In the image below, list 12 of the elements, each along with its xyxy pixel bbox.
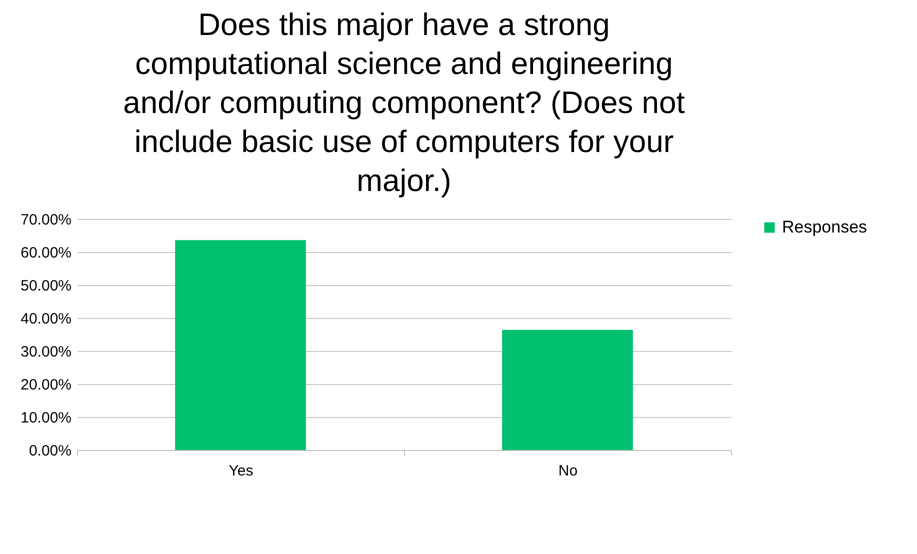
y-tick-label: 70.00% bbox=[20, 212, 72, 228]
y-tick-label: 20.00% bbox=[20, 376, 72, 394]
y-tick-label: 0.00% bbox=[28, 442, 72, 460]
x-tick-label: Yes bbox=[228, 462, 254, 480]
y-tick-label: 40.00% bbox=[20, 310, 72, 328]
y-tick-label: 50.00% bbox=[20, 278, 72, 294]
x-tick-label: No bbox=[558, 462, 578, 480]
legend-label: Responses bbox=[782, 218, 868, 236]
y-tick-label: 10.00% bbox=[20, 410, 72, 426]
y-tick-label: 30.00% bbox=[20, 344, 72, 360]
y-tick-label: 60.00% bbox=[20, 244, 72, 262]
chart-title: Does this major have a strong computational science and engineering and/or computing component? (Does not include basic use of computers for your major.) bbox=[123, 7, 686, 198]
